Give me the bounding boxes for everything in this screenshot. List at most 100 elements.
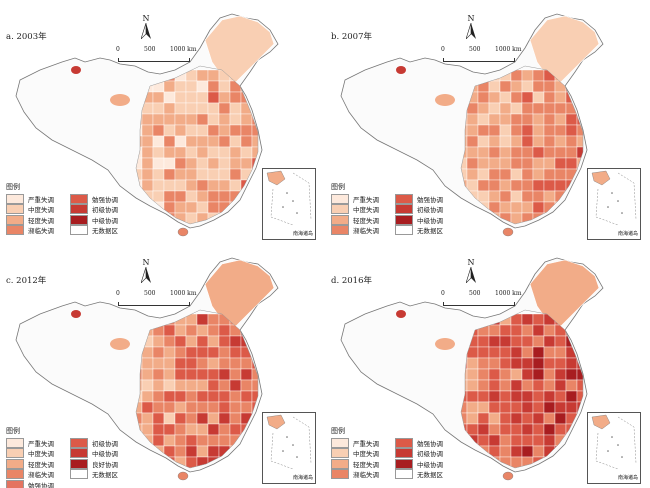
region-cell [510, 190, 523, 203]
region-cell [251, 91, 258, 104]
legend-item: 濒临失调 [331, 469, 393, 479]
legend-label: 无数据区 [92, 227, 118, 235]
region-urumqi [396, 310, 406, 318]
region-cell [510, 379, 523, 392]
legend-label: 勉强协调 [417, 439, 443, 448]
region-cell [174, 346, 187, 359]
region-cell [510, 201, 523, 214]
region-cell [240, 357, 253, 370]
region-cell [477, 179, 490, 192]
region-cell [218, 434, 231, 447]
region-cell [174, 157, 187, 170]
region-cell [196, 124, 209, 137]
region-cell [499, 423, 512, 436]
region-cell [510, 124, 523, 137]
region-cell [521, 113, 534, 126]
region-cell [499, 357, 512, 370]
region-cell [532, 401, 545, 414]
legend-swatch [6, 448, 24, 458]
legend-label: 中度失调 [28, 206, 54, 214]
region-cell [510, 390, 523, 403]
region-cell [477, 368, 490, 381]
legend-label: 无数据区 [417, 471, 443, 479]
legend-label: 濒临失调 [28, 471, 54, 479]
legend-swatch [331, 458, 349, 469]
legend-item: 濒临失调 [6, 225, 68, 235]
region-cell [521, 91, 534, 104]
legend-swatch [331, 204, 349, 214]
region-cell [141, 456, 154, 468]
region-cell [229, 412, 242, 425]
region-cell [207, 445, 220, 458]
region-cell [477, 113, 490, 126]
legend-item: 无数据区 [395, 469, 457, 479]
region-cell [196, 91, 209, 104]
region-cell [521, 190, 534, 203]
region-cell [174, 368, 187, 381]
region-cell [543, 113, 556, 126]
region-cell [174, 357, 187, 370]
region-cell [554, 390, 567, 403]
region-cell [196, 69, 209, 82]
region-west [435, 338, 455, 350]
region-cell [488, 113, 501, 126]
region-cell [510, 401, 523, 414]
region-cell [499, 135, 512, 148]
region-cell [207, 223, 220, 224]
legend-swatch [70, 204, 88, 214]
region-cell [207, 357, 220, 370]
region-cell [466, 135, 479, 148]
region-cell [466, 467, 479, 468]
legend-item: 中度失调 [6, 204, 68, 214]
legend-swatch [395, 458, 413, 469]
region-cell [521, 357, 534, 370]
region-cell [532, 157, 545, 170]
region-cell [251, 102, 258, 115]
legend-swatch [70, 193, 88, 204]
region-cell [141, 467, 154, 468]
region-cell [510, 357, 523, 370]
region-cell [554, 401, 567, 414]
region-cell [521, 368, 534, 381]
region-cell [477, 456, 490, 468]
legend-item: 严重失调 [6, 193, 68, 204]
region-cell [207, 157, 220, 170]
region-cell [565, 135, 578, 148]
legend-swatch [70, 225, 88, 235]
region-cell [185, 412, 198, 425]
legend-swatch [395, 204, 413, 214]
region-cell [185, 212, 198, 224]
region-cell [196, 324, 209, 337]
region-cell [488, 379, 501, 392]
region-cell [185, 91, 198, 104]
region-cell [196, 401, 209, 414]
region-cell [185, 368, 198, 381]
region-cell [510, 423, 523, 436]
legend-swatch [6, 437, 24, 448]
south-sea-inset: 南海诸岛 [587, 412, 641, 484]
region-cell [532, 368, 545, 381]
region-cell [477, 168, 490, 181]
north-arrow-icon [140, 22, 151, 40]
region-cell [554, 467, 567, 468]
region-cell [576, 313, 583, 326]
region-cell [163, 423, 176, 436]
region-cell [174, 80, 187, 93]
region-cell [499, 179, 512, 192]
region-cell [554, 212, 567, 224]
region-cell [207, 91, 220, 104]
region-cell [521, 69, 534, 82]
region-cell [466, 146, 479, 159]
region-cell [532, 201, 545, 214]
region-cell [565, 113, 578, 126]
region-cell [565, 146, 578, 159]
china-map [15, 13, 279, 237]
region-west [110, 94, 130, 106]
legend-item: 严重失调 [331, 437, 393, 448]
region-cell [240, 401, 253, 414]
region-west [435, 94, 455, 106]
region-cell [185, 157, 198, 170]
region-cell [543, 390, 556, 403]
region-cell [229, 223, 242, 224]
region-cell [152, 179, 165, 192]
